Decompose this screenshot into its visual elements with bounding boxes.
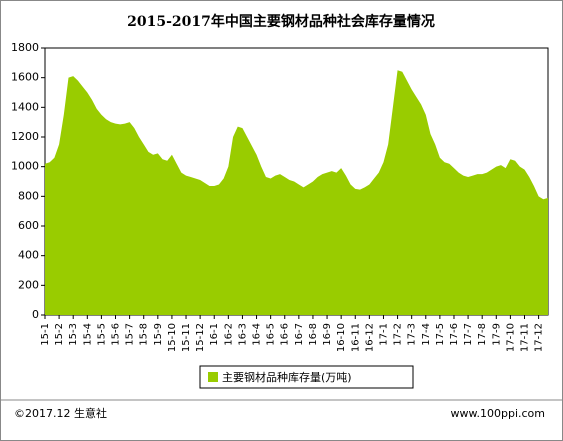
footer-left: ©2017.12 生意社 bbox=[14, 406, 107, 420]
y-tick-label: 1000 bbox=[11, 160, 39, 173]
area bbox=[45, 70, 548, 315]
x-tick-label: 16-11 bbox=[350, 323, 361, 352]
x-tick-label: 16-3 bbox=[237, 323, 248, 346]
x-tick-label: 15-6 bbox=[111, 323, 122, 346]
x-tick-label: 15-8 bbox=[139, 323, 150, 346]
x-tick-label: 16-9 bbox=[322, 323, 333, 346]
x-tick-label: 17-10 bbox=[505, 323, 516, 352]
x-tick-label: 15-7 bbox=[125, 323, 136, 346]
x-tick-label: 16-4 bbox=[252, 323, 263, 346]
footer-right: www.100ppi.com bbox=[451, 407, 545, 420]
x-tick-label: 15-5 bbox=[96, 323, 107, 346]
x-tick-label: 17-6 bbox=[449, 323, 460, 346]
x-tick-label: 17-7 bbox=[463, 323, 474, 346]
legend-swatch bbox=[208, 372, 218, 382]
x-tick-label: 15-12 bbox=[195, 323, 206, 352]
x-tick-label: 16-1 bbox=[209, 323, 220, 346]
y-tick-label: 0 bbox=[32, 308, 39, 321]
x-tick-label: 17-11 bbox=[519, 323, 530, 352]
x-tick-label: 17-9 bbox=[491, 323, 502, 346]
x-tick-label: 16-7 bbox=[294, 323, 305, 346]
y-tick-label: 1600 bbox=[11, 71, 39, 84]
x-tick-label: 16-8 bbox=[308, 323, 319, 346]
x-tick-label: 16-12 bbox=[364, 323, 375, 352]
x-tick-label: 17-4 bbox=[421, 323, 432, 346]
y-tick-label: 200 bbox=[18, 278, 39, 291]
legend-label: 主要钢材品种库存量(万吨) bbox=[222, 370, 352, 384]
x-tick-label: 15-9 bbox=[153, 323, 164, 346]
x-tick-label: 16-6 bbox=[280, 323, 291, 346]
x-tick-label: 17-1 bbox=[378, 323, 389, 346]
y-tick-label: 800 bbox=[18, 189, 39, 202]
x-tick-label: 15-1 bbox=[40, 323, 51, 346]
x-tick-label: 17-2 bbox=[393, 323, 404, 346]
x-tick-label: 17-8 bbox=[477, 323, 488, 346]
x-tick-label: 15-10 bbox=[167, 323, 178, 352]
x-tick-label: 17-3 bbox=[407, 323, 418, 346]
x-tick-label: 17-12 bbox=[534, 323, 545, 352]
x-tick-label: 16-5 bbox=[266, 323, 277, 346]
chart-title: 2015-2017年中国主要钢材品种社会库存量情况 bbox=[127, 13, 435, 30]
x-tick-label: 15-3 bbox=[68, 323, 79, 346]
x-tick-label: 15-11 bbox=[181, 323, 192, 352]
y-tick-label: 400 bbox=[18, 249, 39, 262]
x-tick-label: 15-2 bbox=[54, 323, 65, 346]
y-tick-label: 1200 bbox=[11, 130, 39, 143]
y-tick-label: 1400 bbox=[11, 100, 39, 113]
x-tick-label: 17-5 bbox=[435, 323, 446, 346]
x-tick-label: 16-2 bbox=[223, 323, 234, 346]
legend-box bbox=[199, 365, 414, 389]
x-tick-label: 16-10 bbox=[336, 323, 347, 352]
x-tick-label: 15-4 bbox=[82, 323, 93, 346]
y-tick-label: 600 bbox=[18, 219, 39, 232]
y-tick-label: 1800 bbox=[11, 41, 39, 54]
